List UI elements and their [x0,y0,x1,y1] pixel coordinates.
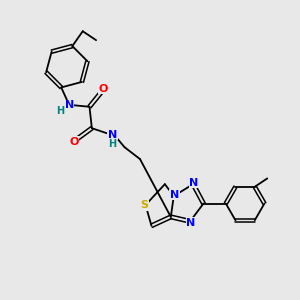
Text: N: N [186,218,195,228]
Text: N: N [108,130,117,140]
Text: H: H [109,139,117,149]
Text: N: N [64,100,74,110]
Text: N: N [170,190,179,200]
Text: O: O [69,137,79,147]
Text: O: O [99,84,108,94]
Text: N: N [189,178,198,188]
Text: H: H [56,106,64,116]
Text: S: S [140,200,148,210]
